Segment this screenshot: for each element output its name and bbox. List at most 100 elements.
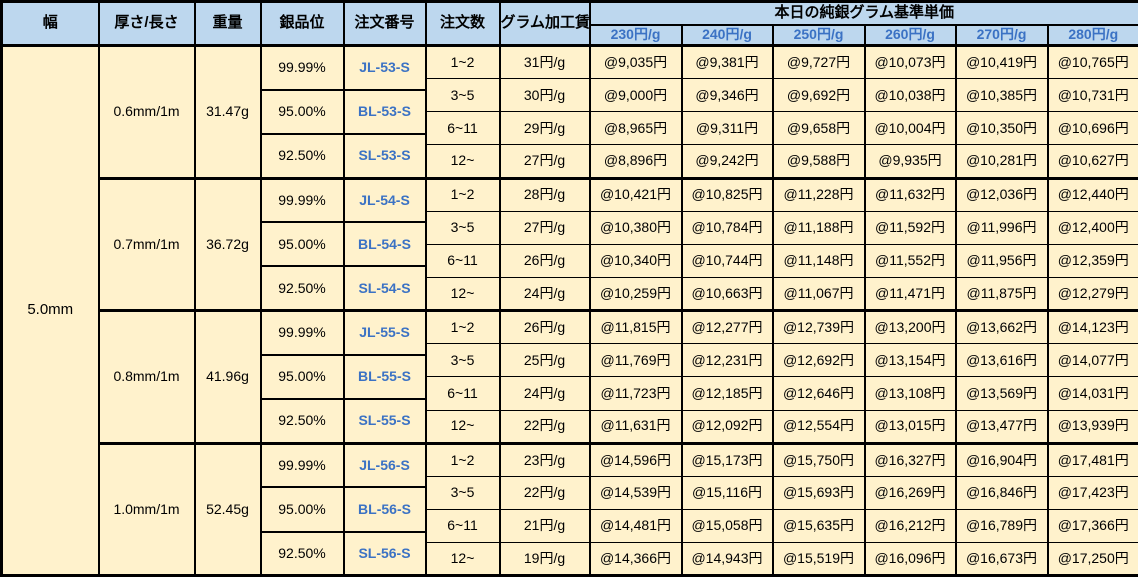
price-cell: @10,744円 (682, 244, 773, 277)
price-cell: @10,073円 (865, 46, 956, 79)
price-cell: @12,359円 (1048, 244, 1138, 277)
order-code-cell[interactable]: BL-53-S (344, 90, 426, 134)
purity-cell: 92.50% (261, 399, 344, 443)
price-cell: @11,769円 (590, 344, 682, 377)
order-code-cell[interactable]: SL-56-S (344, 532, 426, 576)
order-code-cell[interactable]: BL-54-S (344, 222, 426, 266)
price-cell: @12,692円 (773, 344, 865, 377)
purity-cell: 95.00% (261, 487, 344, 531)
price-cell: @10,259円 (590, 277, 682, 310)
price-cell: @17,423円 (1048, 476, 1138, 509)
qty-cell: 6~11 (426, 509, 500, 542)
price-cell: @12,279円 (1048, 277, 1138, 310)
price-cell: @10,380円 (590, 211, 682, 244)
price-cell: @12,092円 (682, 410, 773, 443)
purity-cell: 92.50% (261, 266, 344, 310)
price-cell: @11,471円 (865, 277, 956, 310)
fee-cell: 29円/g (500, 112, 590, 145)
price-cell: @11,188円 (773, 211, 865, 244)
price-cell: @8,965円 (590, 112, 682, 145)
price-cell: @13,477円 (956, 410, 1048, 443)
price-cell: @9,588円 (773, 145, 865, 178)
qty-cell: 6~11 (426, 112, 500, 145)
purity-cell: 99.99% (261, 178, 344, 222)
price-col-header: 260円/g (865, 25, 956, 46)
price-cell: @13,569円 (956, 377, 1048, 410)
weight-cell: 41.96g (195, 311, 261, 444)
price-cell: @12,400円 (1048, 211, 1138, 244)
order-code-cell[interactable]: BL-56-S (344, 487, 426, 531)
price-cell: @10,038円 (865, 79, 956, 112)
price-cell: @13,108円 (865, 377, 956, 410)
price-cell: @15,173円 (682, 443, 773, 476)
price-col-header: 270円/g (956, 25, 1048, 46)
price-cell: @14,943円 (682, 543, 773, 576)
fee-cell: 25円/g (500, 344, 590, 377)
price-cell: @9,000円 (590, 79, 682, 112)
size-cell: 0.7mm/1m (99, 178, 195, 311)
price-cell: @14,481円 (590, 509, 682, 542)
price-cell: @11,067円 (773, 277, 865, 310)
price-cell: @15,058円 (682, 509, 773, 542)
order-code-cell[interactable]: JL-55-S (344, 311, 426, 355)
price-cell: @11,631円 (590, 410, 682, 443)
width-cell: 5.0mm (2, 46, 99, 576)
table-row: 1.0mm/1m 52.45g 99.99% JL-56-S 1~2 23円/g… (2, 443, 1138, 454)
price-cell: @11,996円 (956, 211, 1048, 244)
table-row: 0.8mm/1m 41.96g 99.99% JL-55-S 1~2 26円/g… (2, 311, 1138, 322)
order-code-cell[interactable]: BL-55-S (344, 355, 426, 399)
fee-cell: 26円/g (500, 311, 590, 344)
order-code-cell[interactable]: JL-56-S (344, 443, 426, 487)
header-row-1: 幅 厚さ/長さ 重量 銀品位 注文番号 注文数 グラム加工賃 本日の純銀グラム基… (2, 2, 1138, 25)
fee-cell: 23円/g (500, 443, 590, 476)
size-cell: 1.0mm/1m (99, 443, 195, 576)
price-cell: @14,031円 (1048, 377, 1138, 410)
fee-cell: 22円/g (500, 476, 590, 509)
col-header-size: 厚さ/長さ (99, 2, 195, 46)
table-row: 0.7mm/1m 36.72g 99.99% JL-54-S 1~2 28円/g… (2, 178, 1138, 189)
purity-cell: 99.99% (261, 311, 344, 355)
weight-cell: 31.47g (195, 46, 261, 179)
price-cell: @11,956円 (956, 244, 1048, 277)
purity-cell: 95.00% (261, 90, 344, 134)
price-col-header: 230円/g (590, 25, 682, 46)
price-cell: @10,696円 (1048, 112, 1138, 145)
price-cell: @10,627円 (1048, 145, 1138, 178)
qty-cell: 3~5 (426, 211, 500, 244)
col-header-weight: 重量 (195, 2, 261, 46)
order-code-cell[interactable]: SL-53-S (344, 134, 426, 178)
qty-cell: 12~ (426, 410, 500, 443)
fee-cell: 19円/g (500, 543, 590, 576)
price-cell: @9,692円 (773, 79, 865, 112)
price-cell: @11,552円 (865, 244, 956, 277)
price-cell: @9,346円 (682, 79, 773, 112)
size-cell: 0.8mm/1m (99, 311, 195, 444)
price-cell: @12,231円 (682, 344, 773, 377)
price-cell: @16,846円 (956, 476, 1048, 509)
price-cell: @13,939円 (1048, 410, 1138, 443)
fee-cell: 28円/g (500, 178, 590, 211)
order-code-cell[interactable]: JL-53-S (344, 46, 426, 90)
order-code-cell[interactable]: SL-54-S (344, 266, 426, 310)
price-cell: @10,825円 (682, 178, 773, 211)
order-code-cell[interactable]: JL-54-S (344, 178, 426, 222)
fee-cell: 24円/g (500, 277, 590, 310)
price-cell: @15,693円 (773, 476, 865, 509)
price-cell: @9,311円 (682, 112, 773, 145)
price-cell: @15,116円 (682, 476, 773, 509)
price-cell: @12,185円 (682, 377, 773, 410)
qty-cell: 1~2 (426, 178, 500, 211)
price-cell: @13,015円 (865, 410, 956, 443)
order-code-cell[interactable]: SL-55-S (344, 399, 426, 443)
price-cell: @16,327円 (865, 443, 956, 476)
price-cell: @16,212円 (865, 509, 956, 542)
price-cell: @13,200円 (865, 311, 956, 344)
qty-cell: 6~11 (426, 244, 500, 277)
fee-cell: 27円/g (500, 211, 590, 244)
qty-cell: 3~5 (426, 344, 500, 377)
fee-cell: 30円/g (500, 79, 590, 112)
price-cell: @14,539円 (590, 476, 682, 509)
price-cell: @16,789円 (956, 509, 1048, 542)
price-col-header: 240円/g (682, 25, 773, 46)
price-cell: @11,592円 (865, 211, 956, 244)
